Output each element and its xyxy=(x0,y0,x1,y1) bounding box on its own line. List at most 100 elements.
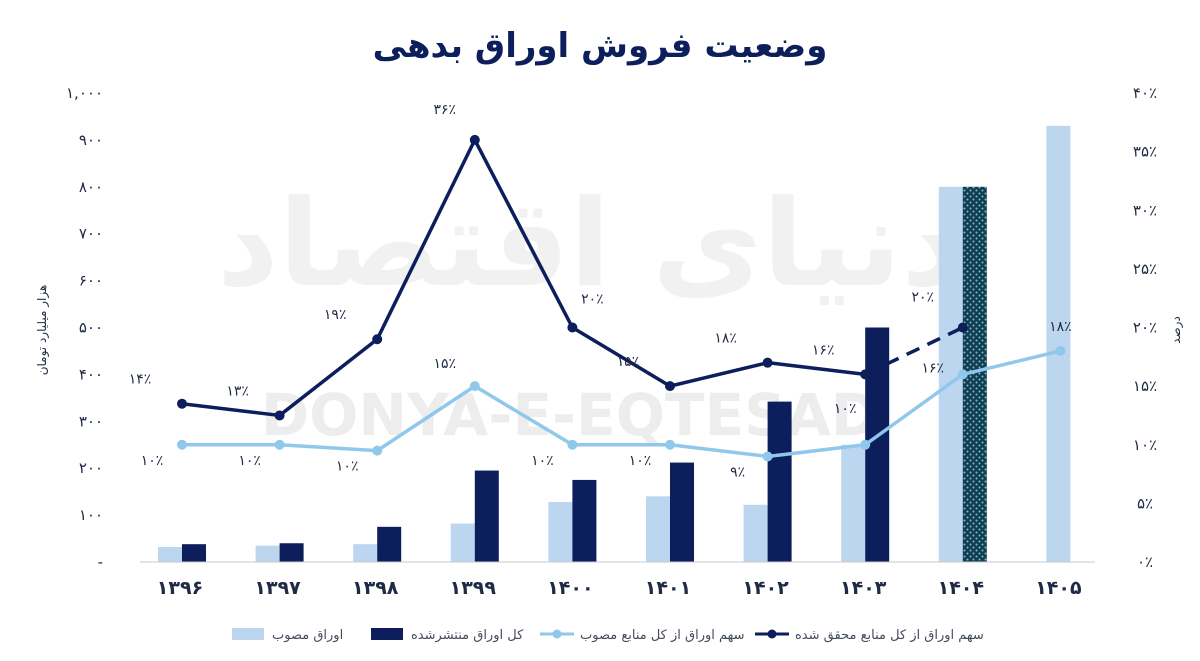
bar-issued xyxy=(377,526,402,562)
left-tick-label: ۱,۰۰۰ xyxy=(66,84,103,102)
x-tick-label: ۱۳۹۹ xyxy=(450,577,497,599)
point-share-realized xyxy=(274,410,285,421)
data-label-share-approved: ۱۰٪ xyxy=(336,459,359,475)
left-tick-label: ۹۰۰ xyxy=(79,131,103,149)
lines-layer xyxy=(177,134,1066,462)
right-tick-label: ۲۰٪ xyxy=(1133,319,1157,337)
data-label-share-approved: ۱۰٪ xyxy=(238,453,261,469)
x-tick-label: ۱۳۹۶ xyxy=(157,577,203,599)
legend-label: اوراق مصوب xyxy=(272,628,343,643)
x-axis: ۱۳۹۶ ۱۳۹۷ ۱۳۹۸ ۱۳۹۹ ۱۴۰۰ ۱۴۰۱ ۱۴۰۲ ۱۴۰۳ ۱۴۰۴ ۱۴۰۵ xyxy=(157,577,1082,599)
legend-swatch-marker xyxy=(767,629,777,639)
point-share-approved xyxy=(372,445,383,456)
data-label-share-realized: ۱۳٪ xyxy=(226,383,249,399)
data-label-share-realized: ۲۰٪ xyxy=(912,290,935,306)
right-tick-label: ۵٪ xyxy=(1137,494,1153,512)
legend-label: سهم اوراق از کل منابع مصوب xyxy=(580,628,745,643)
right-tick-label: ۱۰٪ xyxy=(1133,436,1157,454)
legend: اوراق مصوب کل اوراق منتشرشده سهم اوراق از … xyxy=(232,628,984,643)
legend-label: کل اوراق منتشرشده xyxy=(411,628,524,643)
right-axis-title: درصد xyxy=(1169,316,1184,344)
point-share-realized xyxy=(957,322,968,333)
data-label-share-approved: ۱۰٪ xyxy=(629,453,652,469)
point-share-approved xyxy=(177,439,187,450)
x-tick-label: ۱۴۰۳ xyxy=(840,577,887,599)
legend-swatch xyxy=(232,628,264,640)
point-share-realized xyxy=(177,398,187,409)
bar-approved xyxy=(841,444,866,562)
line-share-realized-projection xyxy=(864,325,964,376)
left-tick-label: ۲۰۰ xyxy=(79,459,103,477)
bar-approved xyxy=(1046,125,1071,562)
right-tick-label: ۰٪ xyxy=(1137,553,1153,571)
right-axis: ۰٪ ۵٪ ۱۰٪ ۱۵٪ ۲۰٪ ۲۵٪ ۳۰٪ ۳۵٪ ۴۰٪ xyxy=(1133,84,1157,571)
data-label-share-approved: ۹٪ xyxy=(730,464,745,480)
point-share-realized xyxy=(860,369,871,380)
x-tick-label: ۱۳۹۷ xyxy=(254,577,301,599)
data-labels-layer: ۱۰٪ ۱۰٪ ۱۰٪ ۱۵٪ ۱۰٪ ۱۰٪ ۹٪ ۱۰٪ ۱۶٪ ۱۸٪ ۱۴٪ ۱۳٪ ۱۹٪ ۳۶… xyxy=(129,102,1072,481)
bar-approved xyxy=(255,545,280,562)
bar-issued xyxy=(670,462,694,562)
point-share-approved xyxy=(957,369,968,380)
bar-approved xyxy=(158,546,182,562)
data-label-share-approved: ۱۰٪ xyxy=(141,453,164,469)
data-label-share-realized: ۱۸٪ xyxy=(714,331,737,347)
data-label-share-realized: ۱۵٪ xyxy=(617,354,640,370)
point-share-realized xyxy=(762,357,773,368)
x-tick-label: ۱۴۰۲ xyxy=(742,577,789,599)
point-share-approved xyxy=(567,439,578,450)
bar-issued xyxy=(279,543,304,562)
data-label-share-approved: ۱۶٪ xyxy=(922,360,945,376)
left-tick-label: ۳۰۰ xyxy=(79,412,103,430)
point-share-realized xyxy=(372,334,383,345)
right-tick-label: ۳۵٪ xyxy=(1133,143,1157,161)
point-share-realized xyxy=(567,322,578,333)
data-label-share-approved: ۱۰٪ xyxy=(531,453,554,469)
bar-approved xyxy=(353,544,378,562)
x-tick-label: ۱۳۹۸ xyxy=(352,577,399,599)
bar-issued xyxy=(474,470,499,562)
bar-approved xyxy=(743,504,768,562)
left-tick-label: ۷۰۰ xyxy=(79,225,103,243)
x-tick-label: ۱۴۰۱ xyxy=(645,577,691,599)
right-tick-label: ۴۰٪ xyxy=(1133,84,1157,102)
left-axis: - ۱۰۰ ۲۰۰ ۳۰۰ ۴۰۰ ۵۰۰ ۶۰۰ ۷۰۰ ۸۰۰ ۹۰۰ ۱,۰۰۰ xyxy=(66,84,103,571)
data-label-share-approved: ۱۵٪ xyxy=(434,356,457,372)
point-share-approved xyxy=(762,451,773,462)
legend-swatch-marker xyxy=(552,629,562,639)
data-label-share-approved: ۱۸٪ xyxy=(1049,319,1072,335)
left-tick-label: ۵۰۰ xyxy=(79,319,103,337)
right-tick-label: ۳۰٪ xyxy=(1133,201,1157,219)
left-tick-label: ۱۰۰ xyxy=(79,506,103,524)
chart-title: وضعیت فروش اوراق بدهی xyxy=(373,26,828,66)
x-tick-label: ۱۴۰۴ xyxy=(938,577,984,599)
data-label-share-approved: ۱۰٪ xyxy=(834,401,857,417)
point-share-approved xyxy=(469,381,480,392)
data-label-share-realized: ۱۶٪ xyxy=(812,342,835,358)
right-tick-label: ۱۵٪ xyxy=(1133,377,1157,395)
point-share-approved xyxy=(274,439,285,450)
left-tick-label: ۶۰۰ xyxy=(79,272,103,290)
bar-issued xyxy=(182,544,206,562)
left-tick-label: ۴۰۰ xyxy=(79,365,103,383)
watermark-persian: دنیای اقتصاد xyxy=(217,175,963,314)
left-tick-label: - xyxy=(98,553,103,571)
left-axis-title: هزار میلیارد تومان xyxy=(35,285,50,376)
line-share-approved xyxy=(182,349,1061,459)
bar-approved xyxy=(450,523,475,562)
x-tick-label: ۱۴۰۵ xyxy=(1035,577,1082,599)
point-share-realized xyxy=(469,134,480,145)
bar-issued xyxy=(572,479,597,562)
data-label-share-realized: ۳۶٪ xyxy=(434,102,457,118)
legend-label: سهم اوراق از کل منابع محقق شده xyxy=(795,628,984,643)
x-tick-label: ۱۴۰۰ xyxy=(547,577,593,599)
point-share-approved xyxy=(1055,345,1066,356)
legend-swatch xyxy=(371,628,403,640)
left-tick-label: ۸۰۰ xyxy=(79,178,103,196)
point-share-realized xyxy=(665,381,675,392)
data-label-share-realized: ۲۰٪ xyxy=(581,292,604,308)
bar-approved xyxy=(548,501,573,562)
data-label-share-realized: ۱۴٪ xyxy=(129,372,152,388)
bar-issued xyxy=(767,401,792,562)
data-label-share-realized: ۱۹٪ xyxy=(324,307,347,323)
